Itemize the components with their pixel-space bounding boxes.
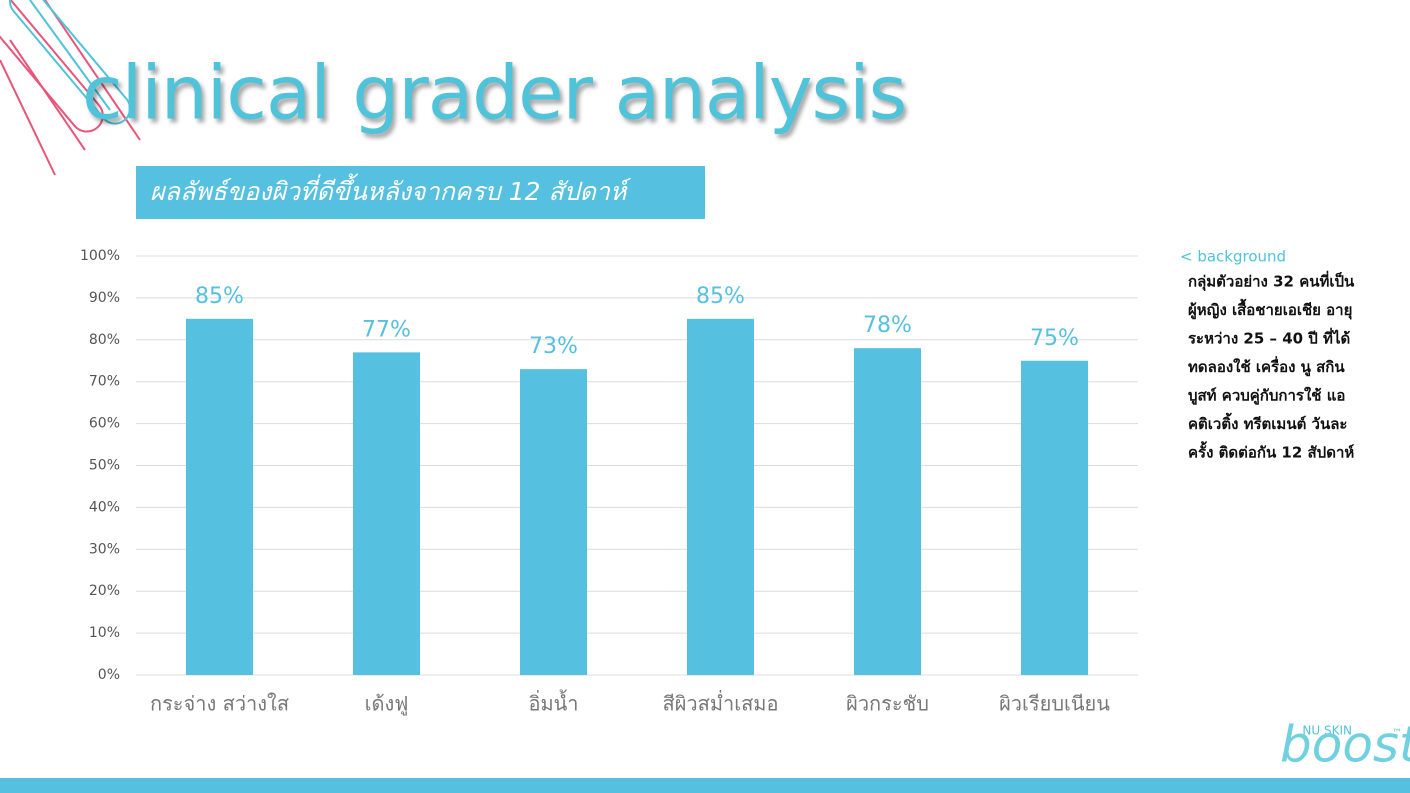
- y-tick-label: 80%: [89, 332, 120, 348]
- value-label: 73%: [529, 334, 578, 359]
- sidebar-line: ระหว่าง 25 – 40 ปี ที่ได้: [1188, 328, 1350, 348]
- y-tick-label: 20%: [89, 583, 120, 599]
- bar: [520, 369, 587, 675]
- plot: 0% 10% 20% 30% 40% 50% 60% 70% 80% 90% 100% กระจ่าง…: [80, 248, 1138, 717]
- sidebar-line: ผู้หญิง เสื้อชายเอเชีย อายุ: [1188, 298, 1352, 320]
- sidebar-heading: < background: [1180, 248, 1286, 266]
- bar: [186, 318, 253, 675]
- bar: [1021, 360, 1088, 675]
- sidebar-line: คติเวติ้ง ทรีตเมนต์ วันละ: [1188, 412, 1347, 433]
- value-label: 77%: [362, 317, 411, 342]
- y-tick-label: 30%: [89, 541, 120, 557]
- y-tick-label: 40%: [89, 499, 120, 515]
- sidebar-line: บูสท์ ควบคู่กับการใช้ แอ: [1188, 387, 1345, 406]
- y-tick-label: 10%: [89, 625, 120, 641]
- x-tick-label: อิ่มน้ำ: [528, 690, 578, 716]
- y-tick-label: 50%: [89, 458, 120, 474]
- value-label: 85%: [696, 284, 745, 309]
- y-tick-label: 70%: [89, 374, 120, 390]
- x-tick-label: เด้งฟู: [365, 692, 409, 717]
- y-tick-label: 60%: [89, 416, 120, 432]
- logo-mark: ™: [1392, 728, 1402, 739]
- value-label: 85%: [195, 284, 244, 309]
- chart-subtitle: ผลลัพธ์ของผิวที่ดีขึ้นหลังจากครบ 12 สัปด…: [150, 173, 631, 206]
- sidebar-line: ครั้ง ติดต่อกัน 12 สัปดาห์: [1188, 441, 1354, 462]
- value-label: 78%: [863, 313, 912, 338]
- decoration: [0, 0, 141, 176]
- x-tick-label: กระจ่าง สว่างใส: [150, 692, 289, 716]
- y-tick-label: 0%: [98, 667, 120, 683]
- chart-title: clinical grader analysis: [82, 51, 906, 137]
- footer-strip: [0, 778, 1410, 793]
- x-tick-label: สีผิวสม่ำเสมอ: [662, 690, 778, 716]
- logo-brand: NU SKIN: [1302, 724, 1352, 738]
- bar: [353, 352, 420, 675]
- sidebar-line: กลุ่มตัวอย่าง 32 คนที่เป็น: [1188, 271, 1355, 292]
- logo-name: boost: [1280, 716, 1410, 774]
- x-tick-label: ผิวเรียบเนียน: [999, 692, 1110, 716]
- bar: [687, 318, 754, 675]
- y-tick-label: 100%: [80, 248, 120, 264]
- y-tick-label: 90%: [89, 290, 120, 306]
- bar: [854, 348, 921, 675]
- x-tick-label: ผิวกระชับ: [846, 692, 929, 716]
- subtitle-box: [136, 166, 705, 219]
- sidebar-text: กลุ่มตัวอย่าง 32 คนที่เป็นผู้หญิง เสื้อช…: [1188, 271, 1355, 462]
- value-label: 75%: [1030, 326, 1079, 351]
- sidebar-line: ทดลองใช้ เครื่อง นู สกิน: [1188, 356, 1345, 377]
